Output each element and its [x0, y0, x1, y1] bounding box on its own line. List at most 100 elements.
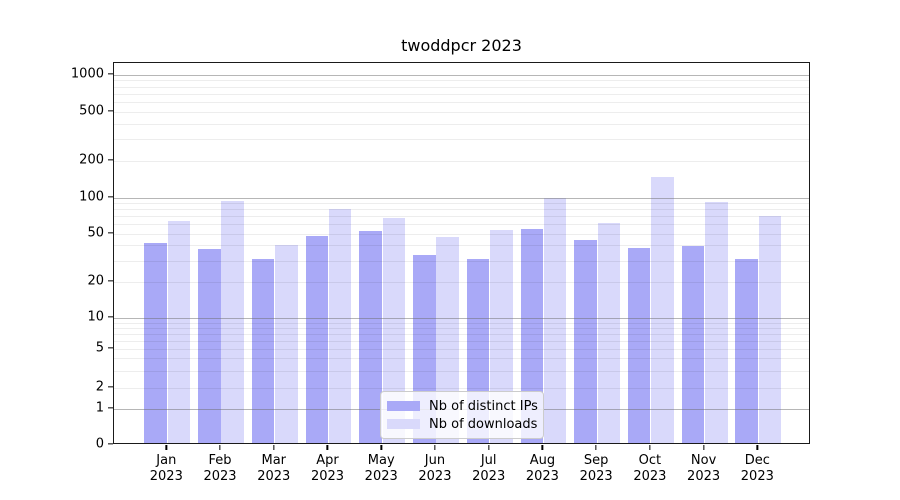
x-tick-year: 2023	[149, 469, 183, 484]
x-tick-label-feb: Feb 2023	[203, 453, 236, 485]
y-tick-label-1000: 1000	[70, 66, 104, 81]
y-tick-mark-50	[108, 232, 113, 234]
x-tick-mark-oct	[649, 445, 651, 450]
x-tick-label-mar: Mar 2023	[257, 453, 290, 485]
bar-distinct-ips-mar	[251, 258, 275, 443]
y-tick-label-20: 20	[87, 273, 104, 289]
x-tick-month: Feb	[208, 453, 232, 468]
x-tick-month: May	[367, 453, 395, 468]
legend-item-downloads: Nb of downloads	[387, 417, 537, 432]
bar-distinct-ips-apr	[305, 236, 329, 443]
y-tick-mark-20	[108, 280, 113, 282]
gridline-minor	[114, 340, 809, 342]
bar-distinct-ips-oct	[627, 247, 651, 443]
gridline-minor	[114, 216, 809, 218]
gridline-minor	[114, 102, 809, 104]
y-tick-label-100: 100	[79, 189, 104, 205]
legend-label-distinct-ips: Nb of distinct IPs	[429, 398, 538, 414]
x-tick-label-jun: Jun 2023	[418, 453, 451, 485]
x-tick-mark-may	[380, 445, 382, 450]
x-tick-year: 2023	[310, 469, 345, 484]
grid-layer	[114, 63, 809, 443]
y-tick-label-2: 2	[95, 379, 104, 395]
x-tick-year: 2023	[203, 469, 237, 484]
bar-distinct-ips-dec	[735, 258, 758, 443]
x-tick-year: 2023	[364, 469, 398, 484]
x-tick-month: Aug	[529, 453, 556, 468]
x-tick-mark-aug	[541, 445, 544, 450]
bar-downloads-jan	[167, 220, 191, 443]
y-tick-mark-1000	[108, 72, 113, 75]
x-tick-mark-jan	[165, 445, 167, 450]
x-tick-mark-sep	[595, 445, 597, 450]
legend-item-distinct-ips: Nb of distinct IPs	[387, 398, 538, 414]
bar-downloads-aug	[543, 198, 567, 443]
gridline-major	[114, 318, 809, 319]
gridline-minor	[114, 333, 809, 335]
y-tick-label-200: 200	[79, 152, 104, 168]
x-tick-month: Nov	[690, 453, 717, 468]
x-tick-month: Jan	[156, 453, 177, 468]
x-tick-year: 2023	[257, 469, 291, 484]
y-tick-label-10: 10	[87, 309, 104, 325]
x-tick-mark-nov	[702, 445, 705, 450]
gridline-minor	[114, 370, 809, 372]
x-tick-label-dec: Dec 2023	[741, 453, 774, 485]
gridline-major	[114, 197, 809, 199]
gridline-minor	[114, 203, 809, 205]
x-tick-mark-apr	[326, 445, 329, 450]
gridline-minor	[114, 80, 809, 82]
gridline-minor	[114, 123, 809, 125]
gridline-minor	[114, 245, 809, 247]
bar-downloads-dec	[758, 215, 782, 443]
bar-downloads-mar	[275, 244, 298, 443]
x-tick-month: Mar	[261, 453, 287, 468]
y-tick-mark-1	[108, 407, 113, 409]
y-tick-mark-0	[108, 443, 113, 445]
legend-swatch-distinct-ips-icon	[387, 401, 420, 411]
x-tick-year: 2023	[472, 469, 506, 484]
bar-distinct-ips-jan	[144, 243, 167, 443]
x-tick-year: 2023	[579, 469, 613, 484]
x-tick-month: Dec	[744, 453, 770, 468]
bar-downloads-oct	[651, 177, 674, 443]
x-tick-year: 2023	[418, 469, 452, 484]
y-tick-label-1: 1	[95, 400, 104, 416]
y-axis: 0 1 2 5 10 20 50 100 200 500 1000	[0, 62, 104, 452]
x-tick-month: Sep	[583, 453, 609, 468]
gridline-major	[114, 74, 809, 76]
gridline-minor	[114, 139, 809, 141]
gridline-minor	[114, 161, 809, 162]
bar-downloads-apr	[328, 208, 352, 443]
x-tick-mark-mar	[273, 445, 275, 450]
y-tick-mark-200	[108, 159, 113, 161]
bar-distinct-ips-sep	[574, 239, 597, 443]
y-tick-mark-2	[108, 386, 113, 388]
y-tick-mark-100	[108, 196, 113, 198]
bars-layer	[114, 63, 809, 443]
x-tick-label-jul: Jul 2023	[472, 453, 505, 485]
legend-swatch-downloads-icon	[387, 419, 420, 429]
x-axis: Jan 2023 Feb 2023 Mar 2023 Apr 2023 May 2023 Jun 20…	[113, 444, 810, 500]
bar-downloads-feb	[221, 201, 244, 443]
bar-downloads-sep	[597, 223, 621, 443]
x-tick-year: 2023	[525, 469, 559, 484]
legend-label-downloads: Nb of downloads	[429, 416, 538, 432]
gridline-minor	[114, 358, 809, 360]
bar-downloads-nov	[705, 201, 728, 443]
gridline-minor	[114, 224, 809, 226]
gridline-minor	[114, 349, 809, 350]
gridline-minor	[114, 209, 809, 211]
y-tick-label-5: 5	[95, 340, 104, 356]
y-tick-mark-5	[108, 347, 113, 349]
x-tick-year: 2023	[740, 469, 774, 484]
x-tick-label-jan: Jan 2023	[150, 453, 183, 485]
x-tick-year: 2023	[633, 469, 667, 484]
x-tick-month: Jun	[424, 453, 446, 468]
x-tick-label-apr: Apr 2023	[311, 453, 344, 485]
x-tick-mark-dec	[756, 445, 758, 450]
gridline-minor	[114, 282, 809, 283]
y-tick-label-500: 500	[79, 103, 104, 119]
gridline-minor	[114, 112, 809, 113]
x-tick-month: Oct	[638, 453, 662, 468]
